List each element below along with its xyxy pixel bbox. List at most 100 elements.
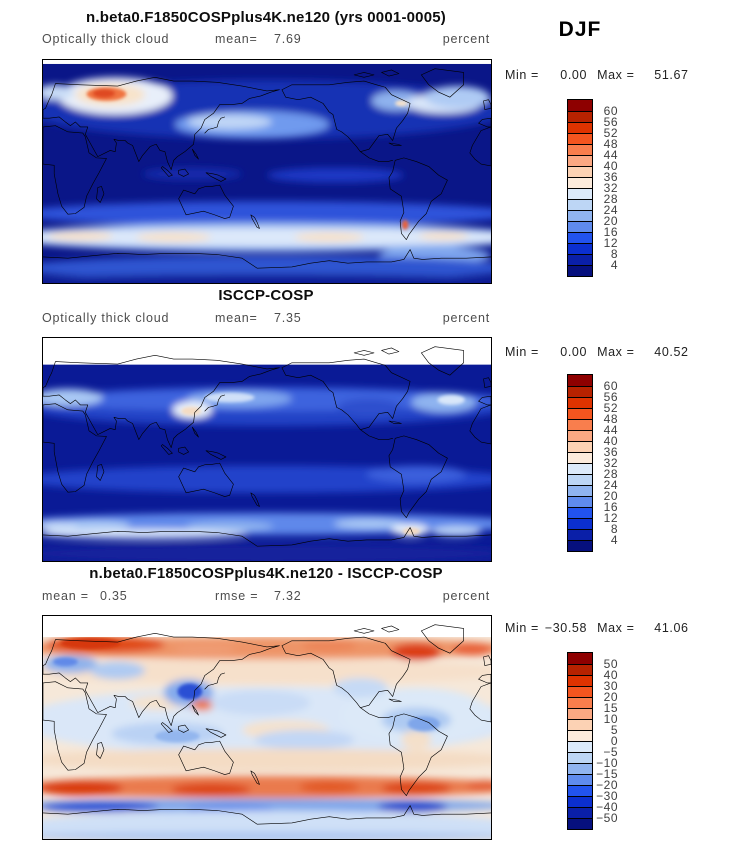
colorbar-tick-label: 40 <box>603 159 618 173</box>
colorbar-cell <box>568 518 592 529</box>
colorbar-cell <box>568 177 592 188</box>
panel3-rmse-value: 7.32 <box>274 589 302 603</box>
colorbar-tick-label: 12 <box>603 511 618 525</box>
colorbar-cell <box>568 155 592 166</box>
colorbar-tick-label: 40 <box>603 434 618 448</box>
panel3-minmax: Min = −30.58 Max = 41.06 <box>505 621 690 636</box>
panel2-min-value: 0.00 <box>560 345 587 359</box>
colorbar-tick-label: 20 <box>603 690 618 704</box>
colorbar-cell <box>568 265 592 276</box>
panel2-colorbar: 60 56 52 48 44 40 36 32 28 24 20 16 12 8 4 <box>567 374 647 552</box>
season-label: DJF <box>558 18 602 41</box>
panel2-max-value: 40.52 <box>654 345 689 359</box>
panel1-minmax: Min = 0.00 Max = 51.67 <box>505 68 690 83</box>
colorbar-tick-label: 56 <box>603 390 618 404</box>
colorbar-tick-label: 4 <box>610 533 618 547</box>
colorbar-cell <box>568 763 592 774</box>
colorbar-cell <box>568 474 592 485</box>
panel1-title: n.beta0.F1850COSPplus4K.ne120 (yrs 0001-… <box>85 9 446 26</box>
panel3-max-value: 41.06 <box>654 621 689 635</box>
colorbar-tick-label: 24 <box>603 478 618 492</box>
colorbar-cell <box>568 675 592 686</box>
colorbar-tick-label: 60 <box>603 104 618 118</box>
panel2-min-label: Min = <box>505 345 539 359</box>
colorbar-cell <box>568 697 592 708</box>
colorbar <box>567 99 593 277</box>
panel1-map <box>42 59 492 284</box>
panel1-max-value: 51.67 <box>654 68 689 82</box>
colorbar-cell <box>568 664 592 675</box>
map-diff <box>43 616 491 839</box>
panel2-mean-value: 7.35 <box>274 311 302 325</box>
colorbar-tick-label: 40 <box>603 668 618 682</box>
colorbar-cell <box>568 818 592 829</box>
colorbar-tick-label: 4 <box>610 258 618 272</box>
colorbar-cell <box>568 243 592 254</box>
colorbar <box>567 374 593 552</box>
colorbar-tick-label: 56 <box>603 115 618 129</box>
colorbar-cell <box>568 719 592 730</box>
colorbar-cell <box>568 210 592 221</box>
colorbar-cell <box>568 752 592 763</box>
colorbar-cell <box>568 188 592 199</box>
colorbar-tick-label: 50 <box>603 657 618 671</box>
colorbar-tick-label: 16 <box>603 225 618 239</box>
colorbar-tick-label: 44 <box>603 148 618 162</box>
colorbar-cell <box>568 774 592 785</box>
colorbar-tick-label: 48 <box>603 137 618 151</box>
colorbar-tick-label: 15 <box>603 701 618 715</box>
panel2-variable-label: Optically thick cloud <box>42 311 170 325</box>
colorbar-cell <box>568 796 592 807</box>
panel2-units-label: percent <box>442 311 490 325</box>
field-shading <box>43 636 491 839</box>
colorbar-tick-label: 16 <box>603 500 618 514</box>
panel1-colorbar: 60 56 52 48 44 40 36 32 28 24 20 16 12 8 4 <box>567 99 647 277</box>
panel3-min-value: −30.58 <box>544 621 587 635</box>
colorbar-tick-label: 28 <box>603 467 618 481</box>
colorbar-tick-label: 60 <box>603 379 618 393</box>
colorbar-tick-label: −30 <box>596 789 618 803</box>
colorbar-tick-label: 20 <box>603 489 618 503</box>
colorbar-cell <box>568 199 592 210</box>
colorbar-tick-label: 32 <box>603 181 618 195</box>
panel1-max-label: Max = <box>597 68 635 82</box>
colorbar-tick-label: 10 <box>603 712 618 726</box>
panel1-mean-value: 7.69 <box>274 32 302 46</box>
panel1-min-value: 0.00 <box>560 68 587 82</box>
colorbar-tick-label: 44 <box>603 423 618 437</box>
colorbar-tick-label: 24 <box>603 203 618 217</box>
colorbar-tick-label: 30 <box>603 679 618 693</box>
colorbar-cell <box>568 730 592 741</box>
colorbar-cell <box>568 708 592 719</box>
panel3-stats-row: mean = 0.35 rmse = 7.32 percent <box>42 589 490 605</box>
colorbar-tick-label: 32 <box>603 456 618 470</box>
colorbar-tick-label: 8 <box>610 522 618 536</box>
colorbar-tick-label: 20 <box>603 214 618 228</box>
colorbar-cell <box>568 386 592 397</box>
colorbar-cell <box>568 463 592 474</box>
panel1-variable-label: Optically thick cloud <box>42 32 170 46</box>
colorbar-cell <box>568 441 592 452</box>
colorbar-tick-label: −50 <box>596 811 618 825</box>
colorbar-cell <box>568 496 592 507</box>
panel3-units-label: percent <box>442 589 490 603</box>
colorbar-cell <box>568 166 592 177</box>
colorbar-cell <box>568 397 592 408</box>
panel2-title: ISCCP-COSP <box>218 287 314 304</box>
colorbar-cell <box>568 653 592 664</box>
colorbar-tick-label: 8 <box>610 247 618 261</box>
panel2-mean-label: mean= <box>215 311 258 325</box>
colorbar-cell <box>568 485 592 496</box>
colorbar-cell <box>568 741 592 752</box>
colorbar-tick-label: 52 <box>603 401 618 415</box>
panel1-mean-label: mean= <box>215 32 258 46</box>
colorbar-cell <box>568 122 592 133</box>
colorbar-cell <box>568 408 592 419</box>
colorbar-cell <box>568 111 592 122</box>
panel3-title: n.beta0.F1850COSPplus4K.ne120 - ISCCP-CO… <box>89 565 443 582</box>
map-obs <box>43 338 491 561</box>
panel2-stats-row: Optically thick cloud mean= 7.35 percent <box>42 311 490 327</box>
panel1-stats-row: Optically thick cloud mean= 7.69 percent <box>42 32 490 48</box>
colorbar-cell <box>568 529 592 540</box>
colorbar-tick-label: 28 <box>603 192 618 206</box>
